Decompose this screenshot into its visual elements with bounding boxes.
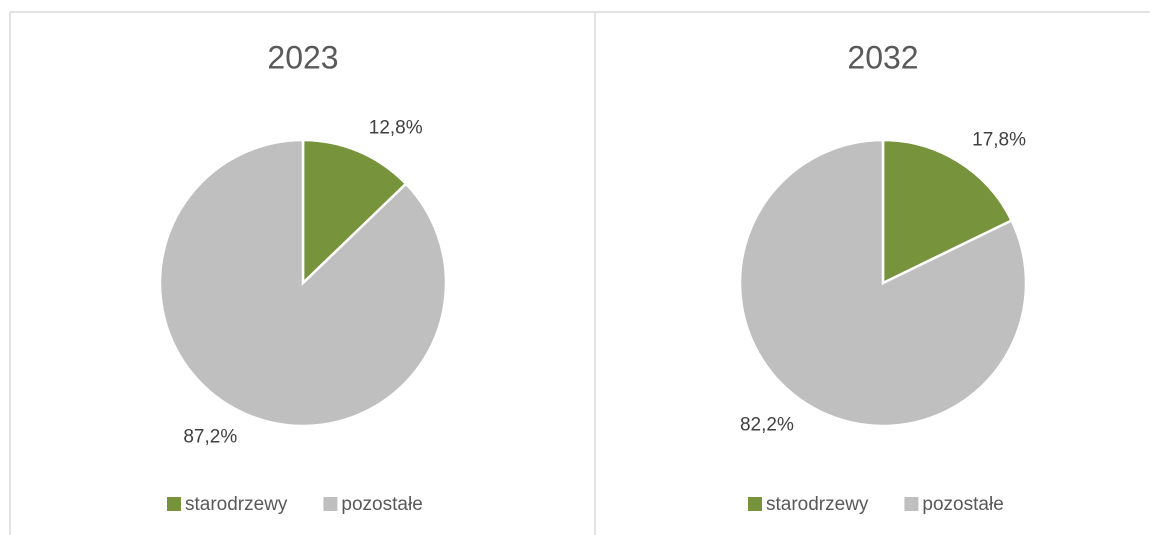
data-label: 12,8%	[369, 117, 423, 138]
legend-label: starodrzewy	[185, 494, 288, 515]
pie-slice	[158, 138, 448, 428]
legend-label: pozostałe	[341, 494, 422, 515]
legend-label: starodrzewy	[766, 494, 869, 515]
pie-slice	[738, 138, 1028, 428]
pie-slice	[301, 138, 408, 286]
legend-swatch	[167, 497, 181, 511]
pie-slice	[881, 138, 1014, 285]
data-label: 87,2%	[183, 427, 237, 448]
legend-swatch	[904, 497, 919, 511]
chart-title: 2032	[847, 39, 918, 75]
data-label: 17,8%	[972, 130, 1026, 151]
legend-swatch	[748, 497, 762, 511]
chart-title: 2023	[267, 39, 338, 75]
data-label: 82,2%	[740, 414, 794, 435]
legend-swatch	[323, 497, 338, 511]
legend-label: pozostałe	[922, 494, 1003, 515]
